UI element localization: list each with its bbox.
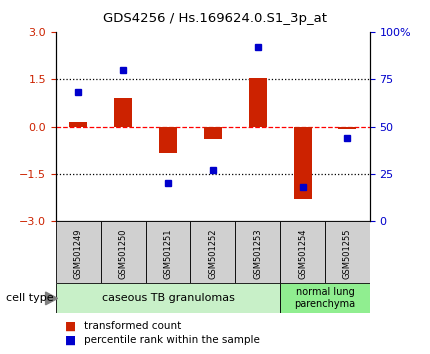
Text: ■: ■ bbox=[64, 333, 76, 346]
Text: transformed count: transformed count bbox=[84, 321, 181, 331]
Text: GSM501255: GSM501255 bbox=[343, 229, 352, 279]
Text: GSM501249: GSM501249 bbox=[74, 229, 83, 279]
Polygon shape bbox=[46, 292, 58, 305]
Text: GSM501251: GSM501251 bbox=[163, 229, 172, 279]
Text: GSM501254: GSM501254 bbox=[298, 229, 307, 279]
Text: cell type: cell type bbox=[6, 293, 54, 303]
Bar bbox=[101, 221, 146, 283]
Text: GSM501253: GSM501253 bbox=[253, 229, 262, 279]
Bar bbox=[280, 221, 325, 283]
Text: GDS4256 / Hs.169624.0.S1_3p_at: GDS4256 / Hs.169624.0.S1_3p_at bbox=[103, 12, 327, 25]
Bar bbox=[235, 221, 280, 283]
Bar bbox=[159, 127, 177, 153]
Bar bbox=[146, 221, 190, 283]
Bar bbox=[325, 221, 370, 283]
Text: ■: ■ bbox=[64, 320, 76, 333]
Bar bbox=[338, 127, 356, 129]
Bar bbox=[190, 221, 235, 283]
Bar bbox=[294, 127, 311, 199]
Bar bbox=[204, 127, 222, 139]
Text: percentile rank within the sample: percentile rank within the sample bbox=[84, 335, 260, 345]
Text: GSM501250: GSM501250 bbox=[119, 229, 128, 279]
Text: normal lung
parenchyma: normal lung parenchyma bbox=[295, 287, 356, 309]
Bar bbox=[56, 283, 280, 313]
Bar bbox=[69, 122, 87, 127]
Bar bbox=[280, 283, 370, 313]
Bar bbox=[114, 98, 132, 127]
Bar bbox=[249, 78, 267, 127]
Text: caseous TB granulomas: caseous TB granulomas bbox=[101, 293, 234, 303]
Text: GSM501252: GSM501252 bbox=[209, 229, 217, 279]
Bar bbox=[56, 221, 101, 283]
